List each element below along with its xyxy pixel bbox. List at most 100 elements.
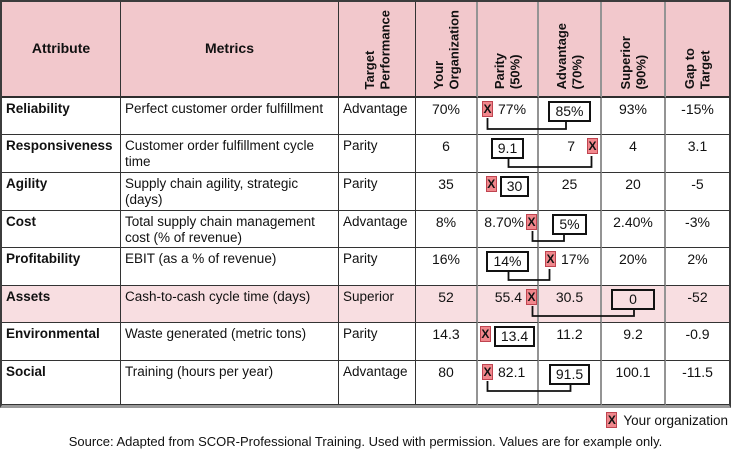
value: 25 [561,176,578,192]
cell-superior: 20 [602,173,666,211]
cell-gap-to-target: -0.9 [666,323,729,361]
cell-superior: 4 [602,135,666,173]
value: 20% [618,251,648,267]
value: 30.5 [555,289,584,305]
cell-advantage: 11.2 [539,323,602,361]
header-attribute-label: Attribute [31,40,91,57]
attribute-label: Agility [6,176,48,191]
target-label: Parity [343,176,378,191]
cell-parity: X 82.1 [478,361,539,405]
cell-parity: X 77% [478,98,539,135]
header-gap-to-target: Gap to Target [666,2,729,98]
your-org-marker: X [526,289,537,305]
cell-metrics: Waste generated (metric tons) [121,323,339,361]
cell-target-performance: Parity [339,248,416,286]
target-label: Advantage [343,101,408,116]
metrics-label: Training (hours per year) [125,364,274,379]
attribute-label: Social [6,364,46,379]
cell-attribute: Assets [2,286,121,323]
legend: X Your organization [606,412,728,428]
cell-metrics: Training (hours per year) [121,361,339,405]
header-parity: Parity (50%) [478,2,539,98]
value: 82.1 [498,364,526,380]
cell-gap-to-target: 2% [666,248,729,286]
cell-your-organization: 8% [416,211,478,248]
cell-advantage: 85% [539,98,602,135]
cell-your-organization: 16% [416,248,478,286]
cell-target-performance: Parity [339,173,416,211]
cell-metrics: Perfect customer order fulfillment [121,98,339,135]
cell-your-organization: 70% [416,98,478,135]
header-your-organization-label: Your Organization [430,9,461,89]
cell-metrics: Total supply chain management cost (% of… [121,211,339,248]
value: 14.3 [432,326,460,342]
cell-metrics: Cash-to-cash cycle time (days) [121,286,339,323]
cell-advantage: 91.5 [539,361,602,405]
value: 6 [442,138,450,154]
value: 77% [498,101,527,117]
metrics-label: Cash-to-cash cycle time (days) [125,289,311,304]
header-superior: Superior (90%) [602,2,666,98]
cell-parity: 14% [478,248,539,286]
value: 100.1 [615,364,651,380]
target-level-box: 9.1 [490,138,525,160]
value: 70% [431,101,461,117]
your-org-marker: X [526,214,537,230]
attribute-label: Cost [6,214,36,229]
cell-attribute: Reliability [2,98,121,135]
cell-gap-to-target: -15% [666,98,729,135]
cell-parity: 55.4 X [478,286,539,323]
target-label: Parity [343,251,378,266]
value: -5 [691,176,704,192]
value: -3% [685,214,710,230]
cell-gap-to-target: 3.1 [666,135,729,173]
your-org-marker: X [482,364,493,380]
target-label: Superior [343,289,395,304]
cell-advantage: X 17% [539,248,602,286]
cell-target-performance: Parity [339,323,416,361]
header-superior-label: Superior (90%) [617,35,648,89]
value: -52 [687,289,708,305]
cell-parity: 9.1 [478,135,539,173]
header-metrics: Metrics [121,2,339,98]
cell-gap-to-target: -52 [666,286,729,323]
metrics-label: Perfect customer order fulfillment [125,101,324,116]
cell-target-performance: Advantage [339,98,416,135]
cell-gap-to-target: -5 [666,173,729,211]
header-target-performance-label: Target Performance [361,9,392,89]
value: -15% [681,101,714,117]
header-attribute: Attribute [2,2,121,98]
target-level-box: 30 [499,176,530,198]
target-label: Advantage [343,214,408,229]
target-label: Parity [343,138,378,153]
attribute-label: Reliability [6,101,70,116]
cell-superior: 0 [602,286,666,323]
cell-target-performance: Advantage [339,211,416,248]
target-label: Advantage [343,364,408,379]
value: 2% [687,251,708,267]
cell-attribute: Profitability [2,248,121,286]
header-gap-to-target-label: Gap to Target [682,47,713,89]
value: 8.70% [484,214,524,230]
header-advantage-label: Advantage (70%) [554,22,585,89]
value: 17% [561,251,590,267]
cell-metrics: Supply chain agility, strategic (days) [121,173,339,211]
metrics-label: EBIT (as a % of revenue) [125,251,277,266]
cell-advantage: 30.5 [539,286,602,323]
target-level-box: 13.4 [493,326,536,348]
cell-your-organization: 80 [416,361,478,405]
scorecard-table: Attribute Metrics Target Performance You… [0,0,731,408]
your-org-marker: X [482,101,493,117]
target-level-box: 0 [611,289,655,311]
cell-attribute: Agility [2,173,121,211]
cell-gap-to-target: -11.5 [666,361,729,405]
header-metrics-label: Metrics [204,40,255,57]
cell-superior: 100.1 [602,361,666,405]
value: 8% [435,214,457,230]
target-level-box: 91.5 [548,364,591,386]
cell-advantage: 5% [539,211,602,248]
value: 93% [618,101,648,117]
cell-superior: 9.2 [602,323,666,361]
